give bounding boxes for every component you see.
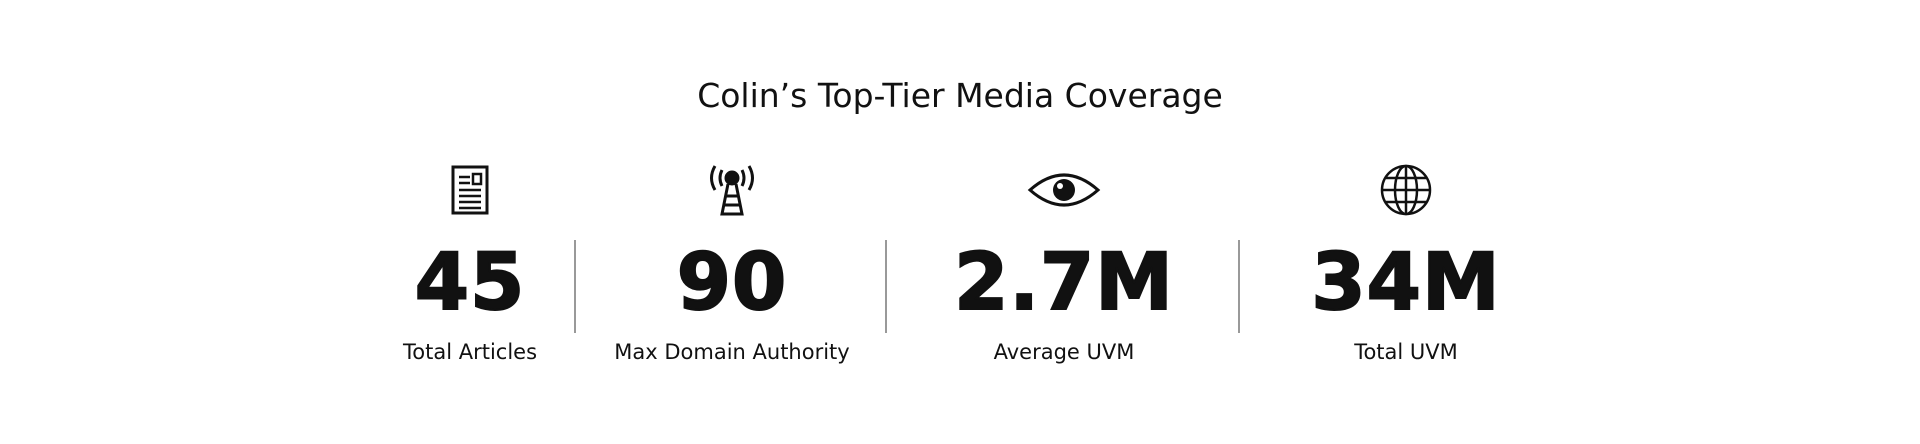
stat: 90 Max Domain Authority bbox=[582, 160, 882, 364]
stat-label: Total UVM bbox=[1354, 340, 1458, 364]
eye-icon bbox=[1027, 173, 1101, 207]
stat-value: 45 bbox=[414, 237, 526, 329]
stat-label: Average UVM bbox=[993, 340, 1135, 364]
stat-label: Total Articles bbox=[402, 340, 538, 364]
icon bbox=[914, 160, 1214, 220]
icon bbox=[582, 160, 882, 220]
stat-value: 2.7M bbox=[953, 237, 1174, 329]
stat-label: Max Domain Authority bbox=[614, 340, 850, 364]
stat-value: 34M bbox=[1310, 237, 1501, 329]
icon bbox=[320, 160, 620, 220]
stat: 2.7M Average UVM bbox=[914, 160, 1214, 364]
tower-icon bbox=[710, 165, 754, 216]
globe-icon bbox=[1380, 164, 1432, 216]
divider bbox=[885, 240, 887, 333]
stat: 45 Total Articles bbox=[320, 160, 620, 364]
stat: 34M Total UVM bbox=[1256, 160, 1556, 364]
divider bbox=[1238, 240, 1240, 333]
stat-value: 90 bbox=[676, 237, 788, 329]
icon bbox=[1256, 160, 1556, 220]
title: Colin’s Top-Tier Media Coverage bbox=[697, 76, 1223, 115]
divider bbox=[574, 240, 576, 333]
newspaper-icon bbox=[451, 165, 489, 215]
